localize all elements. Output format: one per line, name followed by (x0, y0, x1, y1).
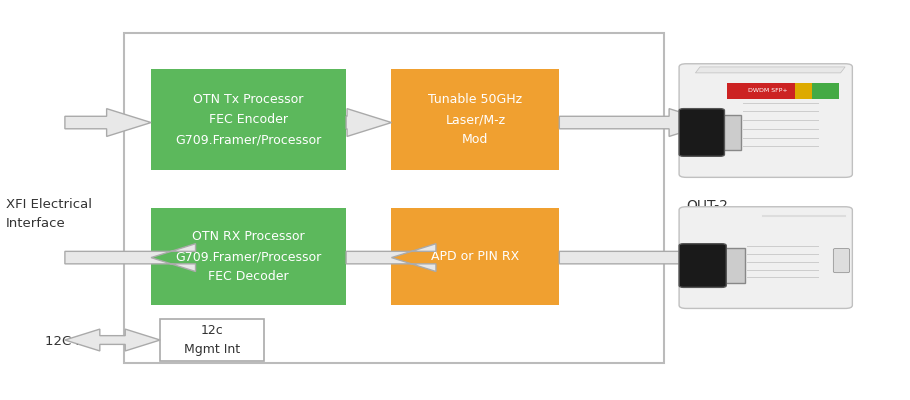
FancyBboxPatch shape (727, 83, 809, 99)
FancyBboxPatch shape (834, 248, 850, 273)
Text: APD or PIN RX: APD or PIN RX (431, 250, 520, 263)
FancyBboxPatch shape (679, 207, 853, 308)
FancyBboxPatch shape (795, 83, 812, 99)
Text: OTN RX Processor
G709.Framer/Processor
FEC Decoder: OTN RX Processor G709.Framer/Processor F… (176, 230, 322, 283)
Text: Tunable 50GHz
Laser/M-z
Mod: Tunable 50GHz Laser/M-z Mod (429, 93, 522, 146)
FancyBboxPatch shape (160, 319, 265, 361)
FancyBboxPatch shape (812, 83, 839, 99)
FancyBboxPatch shape (391, 69, 560, 170)
FancyBboxPatch shape (679, 64, 853, 177)
Polygon shape (65, 244, 196, 272)
FancyBboxPatch shape (720, 248, 745, 284)
Text: DWDM SFP+: DWDM SFP+ (748, 88, 788, 93)
Polygon shape (346, 109, 391, 136)
FancyBboxPatch shape (679, 244, 726, 287)
Polygon shape (560, 109, 713, 136)
Text: XFI Electrical
Interface: XFI Electrical Interface (6, 198, 92, 230)
Text: 12C Int: 12C Int (46, 334, 94, 348)
FancyBboxPatch shape (151, 69, 346, 170)
Text: 12c
Mgmt Int: 12c Mgmt Int (184, 324, 240, 356)
Polygon shape (346, 244, 436, 272)
FancyBboxPatch shape (391, 208, 560, 305)
FancyBboxPatch shape (151, 208, 346, 305)
Polygon shape (695, 67, 845, 73)
FancyBboxPatch shape (679, 109, 724, 156)
Polygon shape (560, 244, 758, 272)
Polygon shape (65, 329, 160, 351)
Text: OUT-2
DWDM: OUT-2 DWDM (686, 198, 733, 233)
Polygon shape (65, 109, 151, 136)
Text: OTN Tx Processor
FEC Encoder
G709.Framer/Processor: OTN Tx Processor FEC Encoder G709.Framer… (176, 93, 322, 146)
FancyBboxPatch shape (718, 114, 741, 150)
